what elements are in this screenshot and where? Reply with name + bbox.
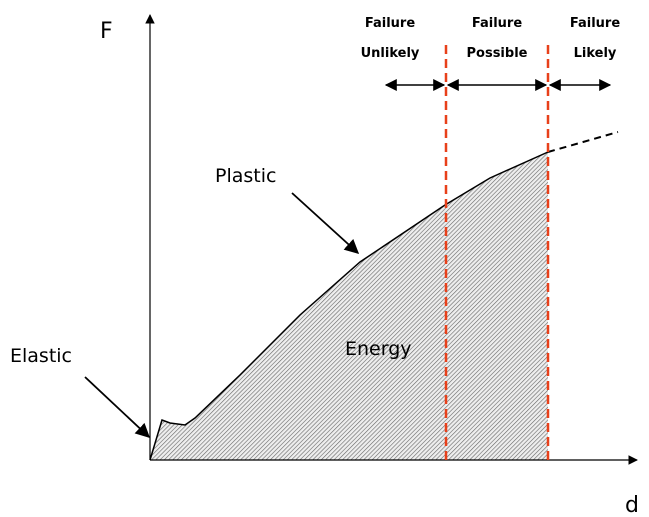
pointer-arrow bbox=[84, 376, 151, 438]
x-axis-label: d bbox=[625, 493, 639, 517]
energy-label: Energy bbox=[345, 338, 412, 360]
zone-title: Likely bbox=[574, 46, 617, 61]
elastic-label: Elastic bbox=[10, 345, 72, 367]
zone-title: Failure bbox=[570, 16, 620, 31]
zone-title: Failure bbox=[365, 16, 415, 31]
pointer-arrow bbox=[291, 192, 360, 254]
plastic-label: Plastic bbox=[215, 165, 276, 187]
curve bbox=[149, 151, 549, 461]
y-axis-label: F bbox=[100, 19, 113, 44]
energy-area bbox=[150, 152, 548, 460]
zone-title: Failure bbox=[472, 16, 522, 31]
zone-title: Unlikely bbox=[361, 46, 420, 61]
curve-extension bbox=[547, 131, 619, 153]
zone-title: Possible bbox=[467, 46, 528, 61]
